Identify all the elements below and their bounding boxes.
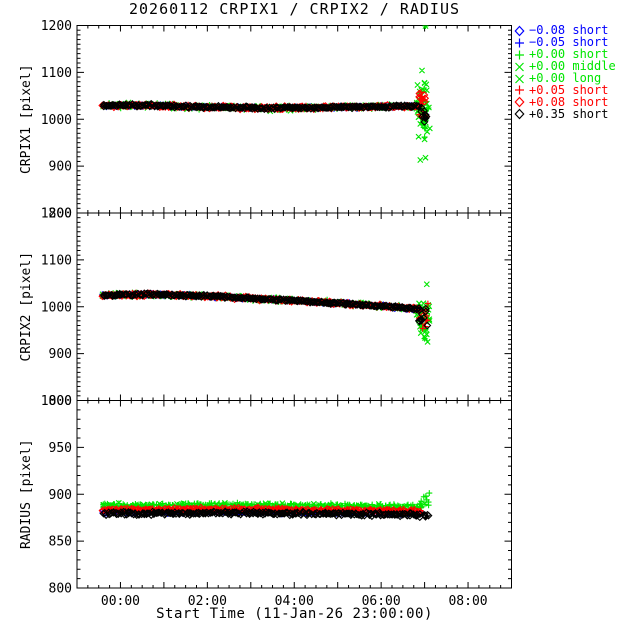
legend-item-5: +0.05 short bbox=[512, 84, 616, 96]
legend-plus-icon bbox=[515, 50, 524, 60]
legend-cross-icon bbox=[515, 62, 524, 72]
series-crpix1-3 bbox=[100, 25, 433, 163]
y-axis-label: RADIUS [pixel] bbox=[19, 439, 34, 549]
chart-title: 20260112 CRPIX1 / CRPIX2 / RADIUS bbox=[128, 0, 460, 18]
x-tick-label: 00:00 bbox=[101, 594, 140, 609]
legend-plus-icon bbox=[515, 38, 524, 48]
legend-label: +0.08 short bbox=[529, 94, 609, 109]
legend-plus-icon bbox=[515, 85, 524, 95]
panel-crpix2-group: 800 900 1000 1100 1200 CRPIX2 [pixel] bbox=[19, 207, 512, 409]
x-tick-label: 04:00 bbox=[275, 594, 314, 609]
legend-item-4: +0.00 long bbox=[512, 71, 616, 85]
y-axis-label: CRPIX1 [pixel] bbox=[19, 64, 34, 174]
legend-item-0: −0.08 short bbox=[512, 23, 616, 38]
legend-cross-icon bbox=[515, 74, 524, 83]
y-axis-label: CRPIX2 [pixel] bbox=[19, 252, 34, 362]
series-crpix1-2 bbox=[100, 25, 432, 141]
legend: −0.08 short −0.05 short +0.00 short +0.00 m… bbox=[512, 23, 616, 120]
legend-diamond-icon bbox=[514, 96, 525, 108]
legend-diamond-icon bbox=[514, 108, 525, 120]
y-tick-label: 850 bbox=[49, 535, 72, 550]
x-tick-label: 02:00 bbox=[188, 594, 227, 609]
legend-item-7: +0.35 short bbox=[512, 108, 616, 120]
legend-label: −0.08 short bbox=[529, 23, 609, 38]
legend-item-6: +0.08 short bbox=[512, 96, 616, 108]
y-tick-label: 1000 bbox=[41, 394, 72, 409]
panel-crpix1-group: 800 900 1000 1100 1200 CRPIX1 [pixel] bbox=[19, 19, 512, 222]
legend-label: +0.00 middle bbox=[529, 59, 616, 74]
legend-label: +0.05 short bbox=[529, 82, 609, 97]
series-crpix1-7 bbox=[99, 99, 431, 126]
y-tick-label: 1000 bbox=[41, 113, 72, 128]
panel-frame bbox=[76, 212, 512, 401]
series-radius-7 bbox=[99, 507, 433, 522]
x-tick-label: 08:00 bbox=[448, 594, 487, 609]
panel-frame bbox=[76, 25, 512, 214]
y-tick-label: 900 bbox=[49, 160, 72, 175]
legend-diamond-icon bbox=[514, 25, 525, 37]
x-tick-label: 06:00 bbox=[362, 594, 401, 609]
legend-item-3: +0.00 middle bbox=[512, 59, 616, 74]
x-axis-label: Start Time (11-Jan-26 23:00:00) bbox=[156, 606, 433, 622]
legend-label: +0.00 short bbox=[529, 47, 609, 62]
y-tick-label: 950 bbox=[49, 441, 72, 456]
y-tick-label: 800 bbox=[49, 582, 72, 597]
y-tick-label: 800 bbox=[49, 394, 72, 409]
series-crpix2-7 bbox=[99, 289, 432, 330]
legend-item-2: +0.00 short bbox=[512, 47, 616, 62]
legend-label: +0.00 long bbox=[529, 71, 602, 85]
y-tick-label: 1200 bbox=[41, 207, 72, 222]
y-tick-label: 900 bbox=[49, 347, 72, 362]
legend-label: −0.05 short bbox=[529, 35, 609, 50]
panel-radius-group: 800 850 900 950 1000 RADIUS [pixel] 00:00 02:00… bbox=[19, 394, 512, 609]
legend-label: +0.35 short bbox=[529, 106, 609, 121]
y-tick-label: 800 bbox=[49, 207, 72, 222]
y-tick-label: 900 bbox=[49, 488, 72, 503]
legend-item-1: −0.05 short bbox=[512, 35, 616, 50]
y-tick-label: 1200 bbox=[41, 19, 72, 34]
y-tick-label: 1000 bbox=[41, 300, 72, 315]
y-tick-label: 1100 bbox=[41, 253, 72, 268]
y-tick-label: 1100 bbox=[41, 66, 72, 81]
panel-frame bbox=[76, 400, 512, 589]
